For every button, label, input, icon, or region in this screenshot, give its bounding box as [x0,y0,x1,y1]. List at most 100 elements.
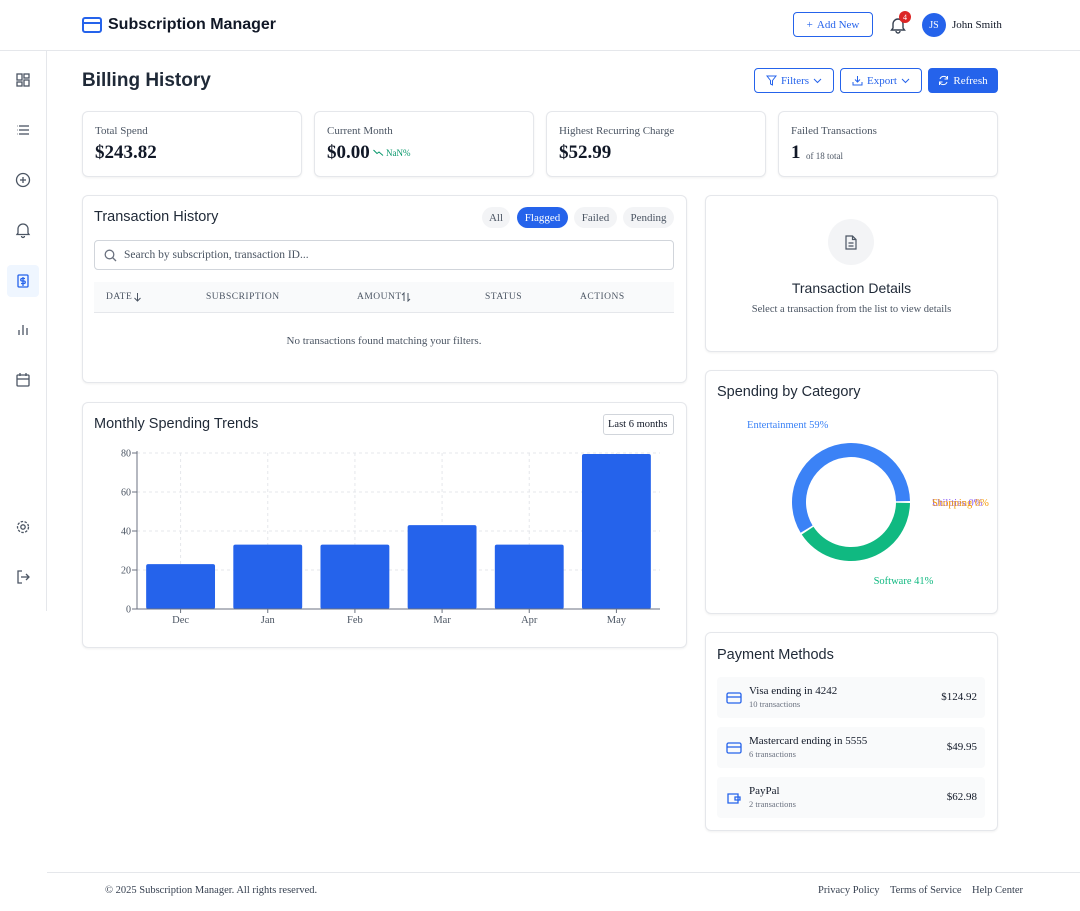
filter-tab[interactable]: All [482,207,510,228]
bar [320,544,390,609]
add-icon[interactable] [8,165,38,195]
filter-tab[interactable]: Failed [574,207,617,228]
pie-slice [801,502,910,561]
empty-message: No transactions found matching your filt… [286,335,482,347]
bar [581,453,651,609]
sort-icon [401,292,411,302]
filters-label: Filters [780,74,810,87]
logout-icon[interactable] [8,562,38,592]
bar [146,564,216,609]
stat-card: Current Month $0.00 NaN% [314,111,534,177]
y-tick-label: 60 [121,488,131,499]
payment-name: Visa ending in 4242 [749,685,838,697]
dashboard-icon[interactable] [8,65,38,95]
category-card [705,370,998,614]
pie-slice [792,442,910,533]
column-header[interactable]: DATE [106,292,133,302]
y-tick-label: 80 [121,449,131,460]
footer-link[interactable]: Help Center [972,885,1024,896]
sidebar [0,51,47,611]
filter-icon [765,75,777,86]
x-tick-label: Feb [347,615,363,626]
details-title: Transaction Details [791,280,912,296]
stat-card: Total Spend $243.82 [82,111,302,177]
stat-label: Highest Recurring Charge [559,125,675,137]
payment-count: 6 transactions [749,749,796,759]
calendar-icon[interactable] [8,365,38,395]
export-label: Export [867,74,897,87]
filters-button[interactable]: Filters [754,68,834,93]
column-header: SUBSCRIPTION [206,292,280,302]
payment-amount: $49.95 [946,741,977,753]
footer-divider [47,872,1080,873]
x-tick-label: Apr [521,615,538,626]
x-tick-label: Mar [433,615,451,626]
payment-method[interactable]: Mastercard ending in 5555 6 transactions $… [717,727,985,768]
card-title: Transaction History [94,209,219,225]
x-tick-label: May [607,615,627,626]
trend-icon [373,149,384,156]
document-icon [845,235,857,250]
y-tick-label: 20 [121,566,131,577]
column-header: ACTIONS [580,292,625,302]
y-tick-label: 40 [121,527,131,538]
pie-chart: Entertainment 59% Software 41% Utilities 0… [747,420,989,587]
avatar[interactable]: JS [922,13,946,37]
stat-value: $52.99 [559,142,612,163]
x-tick-label: Dec [172,615,189,626]
y-tick-label: 0 [126,605,131,616]
payment-count: 2 transactions [749,799,796,809]
refresh-label: Refresh [953,74,988,87]
bar [233,544,303,609]
copyright: © 2025 Subscription Manager. All rights … [105,885,318,896]
payment-amount: $62.98 [946,791,977,803]
range-select[interactable]: Last 6 months [603,414,674,435]
details-message: Select a transaction from the list to vi… [751,304,952,315]
payment-method[interactable]: PayPal 2 transactions $62.98 [717,777,985,818]
stat-value: $0.00 [327,142,370,163]
logo-icon [82,17,102,33]
billing-icon[interactable] [8,266,38,296]
stat-card: Highest Recurring Charge $52.99 [546,111,766,177]
add-new-label: Add New [816,18,860,31]
card-title: Spending by Category [717,384,861,400]
stat-label: Failed Transactions [791,125,877,137]
download-icon [852,76,863,86]
column-header[interactable]: AMOUNT [357,292,402,302]
slice-label: Entertainment 59% [747,420,829,431]
user-name: John Smith [952,19,1002,31]
notification-badge: 4 [899,11,911,23]
slice-label: Software 41% [874,576,934,587]
payment-name: PayPal [749,785,780,797]
refresh-button[interactable]: Refresh [928,68,998,93]
slice-label: Shopping 0% [932,498,989,509]
sort-icon [134,293,141,302]
stat-note: of 18 total [806,151,843,161]
search-box[interactable]: Search by subscription, transaction ID..… [94,240,674,270]
stat-card: Failed Transactions 1 of 18 total [778,111,998,177]
add-new-button[interactable]: + Add New [793,12,873,37]
reports-icon[interactable] [8,315,38,345]
list-icon[interactable] [8,115,38,145]
bar [494,544,564,609]
card-title: Monthly Spending Trends [94,416,259,432]
footer-link[interactable]: Terms of Service [890,885,962,896]
column-header: STATUS [485,292,523,302]
footer-link[interactable]: Privacy Policy [818,885,880,896]
filter-tab[interactable]: Flagged [517,207,568,228]
alerts-icon[interactable] [8,215,38,245]
x-tick-label: Jan [261,615,276,626]
bar [407,525,477,609]
chevron-icon [813,78,822,83]
export-button[interactable]: Export [840,68,922,93]
payment-method[interactable]: Visa ending in 4242 10 transactions $124.9… [717,677,985,718]
wallet-icon [727,793,741,804]
filter-tab[interactable]: Pending [623,207,674,228]
stat-label: Current Month [327,125,393,137]
search-placeholder: Search by subscription, transaction ID..… [124,249,309,261]
stat-label: Total Spend [95,125,148,137]
settings-icon[interactable] [8,512,38,542]
payment-amount: $124.92 [941,691,977,703]
payment-name: Mastercard ending in 5555 [749,735,868,747]
